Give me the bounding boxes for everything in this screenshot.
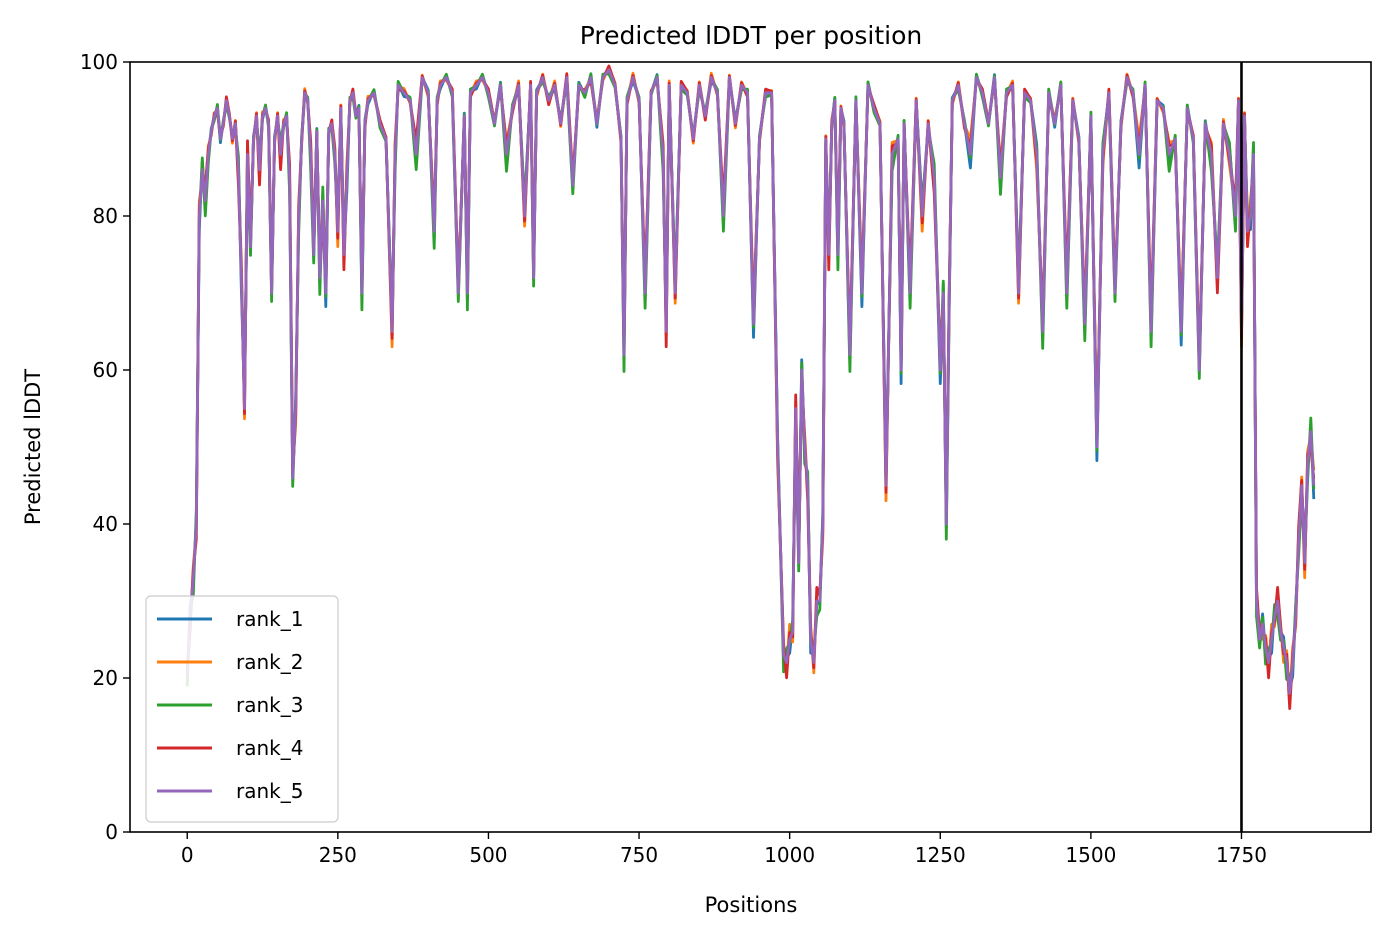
y-tick-label: 60 [93, 358, 118, 382]
y-tick-label: 80 [93, 204, 118, 228]
series-line-rank-5 [185, 68, 1316, 695]
legend-label: rank_4 [236, 736, 303, 760]
legend: rank_1 rank_2 rank_3 rank_4 rank_5 [145, 595, 339, 823]
legend-label: rank_2 [236, 650, 303, 674]
x-tick-label: 500 [469, 843, 507, 867]
y-tick-label: 100 [80, 50, 118, 74]
x-tick-label: 1750 [1216, 843, 1267, 867]
legend-label: rank_3 [236, 693, 303, 717]
y-tick-label: 40 [93, 512, 118, 536]
legend-box [145, 595, 339, 823]
x-axis: 0 250 500 750 1000 1250 1500 1750 [181, 832, 1267, 867]
x-tick-label: 0 [181, 843, 194, 867]
y-tick-label: 20 [93, 666, 118, 690]
chart-title: Predicted lDDT per position [580, 21, 922, 50]
y-axis: 0 20 40 60 80 100 [80, 50, 130, 844]
x-tick-label: 1250 [915, 843, 966, 867]
x-tick-label: 1500 [1065, 843, 1116, 867]
y-tick-label: 0 [105, 820, 118, 844]
x-tick-label: 250 [319, 843, 357, 867]
plot-frame [129, 61, 1372, 833]
legend-label: rank_5 [236, 779, 303, 803]
x-axis-title: Positions [705, 893, 798, 917]
x-tick-label: 750 [620, 843, 658, 867]
series-layer [185, 64, 1316, 710]
x-tick-label: 1000 [764, 843, 815, 867]
legend-label: rank_1 [236, 607, 303, 631]
y-axis-title: Predicted lDDT [21, 369, 45, 525]
